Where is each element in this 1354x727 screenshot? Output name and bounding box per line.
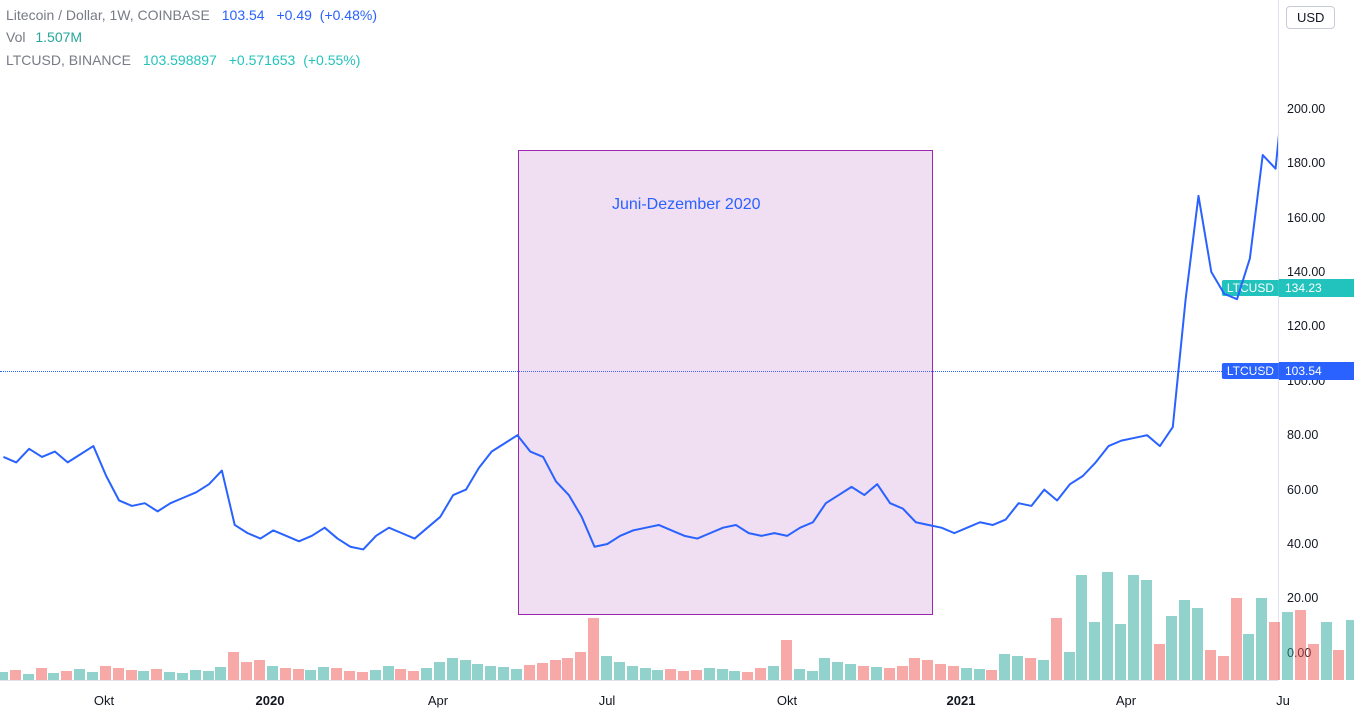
- volume-bar: [1308, 644, 1319, 680]
- yaxis-tick: 200.00: [1287, 102, 1325, 116]
- yaxis-tick: 140.00: [1287, 265, 1325, 279]
- volume-label: Vol: [6, 29, 25, 45]
- legend-row-compare[interactable]: LTCUSD, BINANCE 103.598897 +0.571653 (+0…: [6, 49, 379, 71]
- xaxis-label: Ju: [1276, 693, 1290, 708]
- compare-pct: (+0.55%): [303, 52, 360, 68]
- price-axis[interactable]: 0.0020.0040.0060.0080.00100.00120.00140.…: [1278, 0, 1354, 680]
- compare-last: 103.598897: [143, 52, 217, 68]
- volume-bar: [1346, 620, 1354, 680]
- yaxis-tick: 40.00: [1287, 537, 1318, 551]
- yaxis-tick: 160.00: [1287, 211, 1325, 225]
- yaxis-tick: 120.00: [1287, 319, 1325, 333]
- price-tag: 134.23: [1279, 279, 1354, 297]
- xaxis-label: Okt: [777, 693, 797, 708]
- xaxis-label: Jul: [599, 693, 616, 708]
- volume-bar: [1282, 612, 1293, 680]
- xaxis-label: Okt: [94, 693, 114, 708]
- volume-bar: [1295, 610, 1306, 680]
- xaxis-label: 2021: [947, 693, 976, 708]
- xaxis-label: 2020: [256, 693, 285, 708]
- price-change: +0.49: [276, 7, 311, 23]
- compare-change: +0.571653: [229, 52, 296, 68]
- symbol-title: Litecoin / Dollar, 1W, COINBASE: [6, 7, 210, 23]
- chart-pane[interactable]: Juni-Dezember 2020: [0, 0, 1278, 680]
- xaxis-label: Apr: [1116, 693, 1136, 708]
- yaxis-tick: 20.00: [1287, 591, 1318, 605]
- yaxis-tick: 80.00: [1287, 428, 1318, 442]
- currency-label: USD: [1297, 10, 1324, 25]
- last-price: 103.54: [222, 7, 265, 23]
- xaxis-label: Apr: [428, 693, 448, 708]
- price-tag: 103.54: [1279, 362, 1354, 380]
- currency-selector[interactable]: USD: [1286, 6, 1335, 29]
- legend-row-main[interactable]: Litecoin / Dollar, 1W, COINBASE 103.54 +…: [6, 4, 379, 26]
- price-line: [0, 0, 1278, 680]
- volume-bar: [1333, 650, 1344, 680]
- volume-value: 1.507M: [35, 29, 82, 45]
- price-change-pct: (+0.48%): [320, 7, 377, 23]
- compare-symbol: LTCUSD, BINANCE: [6, 52, 131, 68]
- yaxis-tick: 180.00: [1287, 156, 1325, 170]
- legend-row-volume[interactable]: Vol 1.507M: [6, 26, 379, 48]
- time-axis[interactable]: Okt2020AprJulOkt2021AprJu: [0, 680, 1278, 727]
- volume-bar: [1321, 622, 1332, 680]
- yaxis-tick: 60.00: [1287, 483, 1318, 497]
- chart-legend: Litecoin / Dollar, 1W, COINBASE 103.54 +…: [6, 4, 379, 71]
